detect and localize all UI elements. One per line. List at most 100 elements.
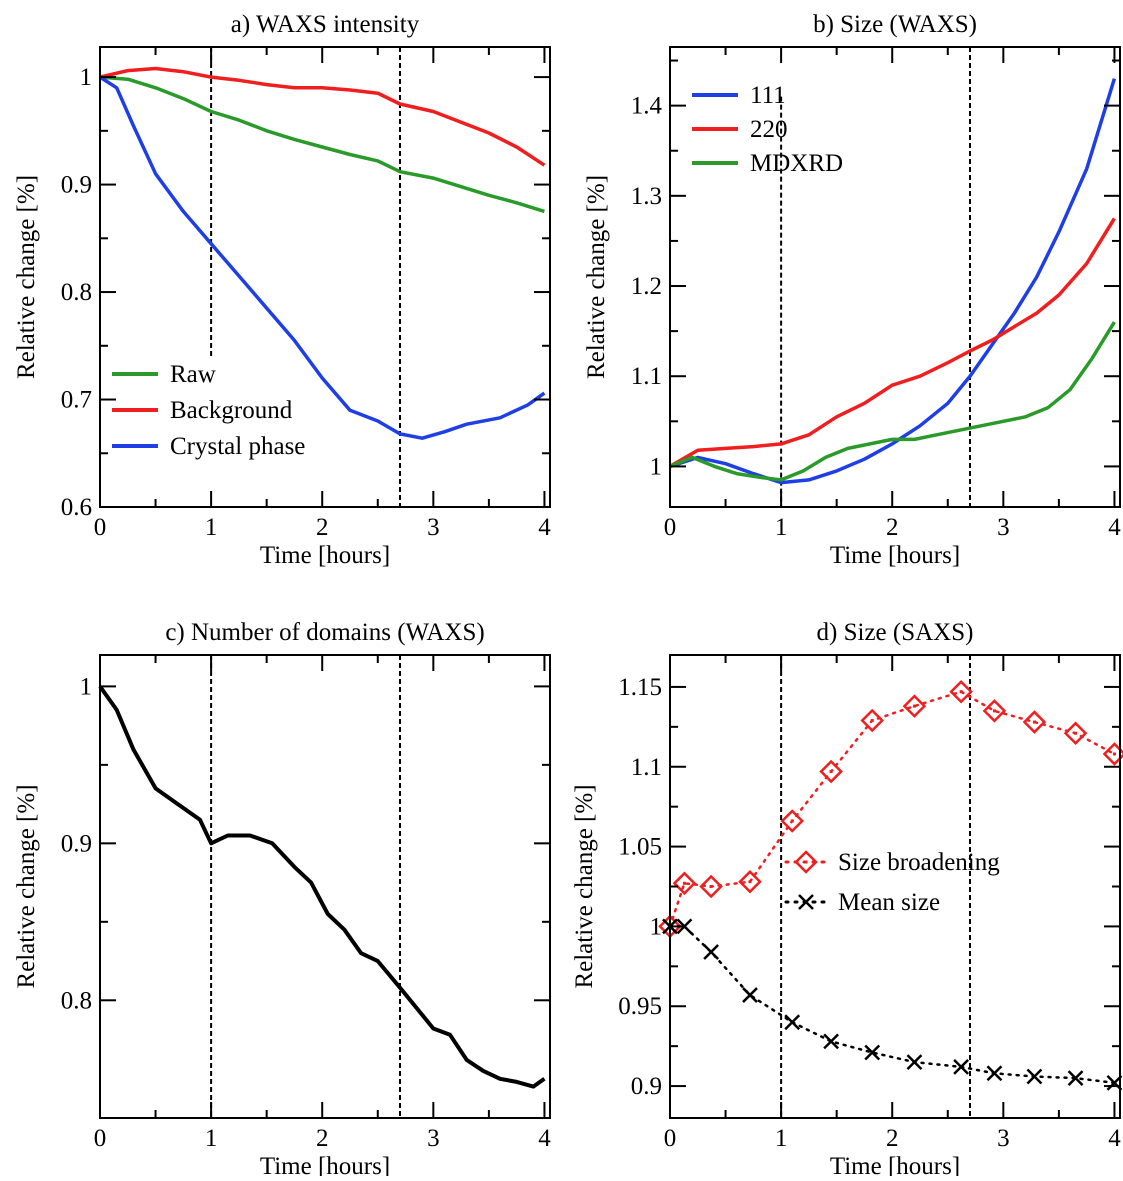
diamond-marker <box>949 679 973 704</box>
x-tick-label: 1 <box>775 514 788 541</box>
x-tick-label: 3 <box>997 1125 1010 1152</box>
series-dotted-line <box>668 925 1116 1085</box>
diamond-marker <box>699 874 723 899</box>
y-axis-label: Relative change [%] <box>583 175 610 379</box>
x-tick-label: 3 <box>427 1125 440 1152</box>
legend-label: 111 <box>750 82 786 109</box>
series-line <box>669 78 1117 485</box>
x-tick-label: 4 <box>1108 514 1121 541</box>
panel-a: a) WAXS intensity 0 1 2 3 4 0.6 0.7 0.8 0.9 1 Time … <box>13 11 551 569</box>
panel-c: c) Number of domains (WAXS) 0 1 2 3 4 0.8 0.9 1 T… <box>13 619 551 1180</box>
diamond-marker-dot <box>709 885 713 888</box>
legend-label: MDXRD <box>750 150 843 177</box>
y-tick-label: 0.8 <box>61 987 92 1014</box>
x-axis-label: Time [hours] <box>260 542 390 569</box>
cross-marker <box>864 1044 881 1061</box>
cross-marker <box>784 1014 801 1031</box>
series-line <box>669 217 1116 468</box>
y-tick-label: 1.05 <box>618 834 662 861</box>
cross-marker <box>953 1059 969 1075</box>
x-tick-label: 2 <box>316 514 329 541</box>
plot-frame <box>99 46 551 508</box>
diamond-marker-dot <box>870 718 874 722</box>
x-tick-label: 1 <box>775 1125 788 1152</box>
diamond-marker <box>780 809 804 833</box>
cross-marker <box>703 944 719 960</box>
x-tick-label: 2 <box>886 1125 899 1152</box>
x-axis-label: Time [hours] <box>830 1153 960 1176</box>
cross-marker <box>742 987 758 1003</box>
legend-label: 220 <box>750 116 788 143</box>
plot-frame <box>99 654 551 1119</box>
x-tick-label: 1 <box>205 514 218 541</box>
legend-label: Raw <box>170 361 216 388</box>
y-tick-label: 0.9 <box>631 1073 662 1100</box>
diamond-marker <box>1063 721 1088 745</box>
cross-marker <box>986 1065 1003 1082</box>
y-axis-label: Relative change [%] <box>13 175 40 379</box>
x-tick-label: 0 <box>664 1125 677 1152</box>
diamond-marker <box>1102 742 1123 766</box>
cross-marker <box>1067 1070 1084 1086</box>
x-tick-label: 2 <box>316 1125 329 1152</box>
series-line <box>98 685 546 1089</box>
x-tick-label: 2 <box>886 514 899 541</box>
panel-title: a) WAXS intensity <box>231 11 420 38</box>
series-line <box>99 75 546 440</box>
y-tick-label: 1.1 <box>631 754 662 781</box>
x-tick-label: 3 <box>427 514 440 541</box>
series-line <box>99 75 545 214</box>
x-axis-label: Time [hours] <box>260 1153 390 1176</box>
diamond-marker-dot <box>992 709 996 713</box>
y-axis-label: Relative change [%] <box>13 784 40 988</box>
x-tick-label: 0 <box>94 514 107 541</box>
plot-frame <box>669 654 1121 1119</box>
y-tick-label: 1.15 <box>618 674 662 701</box>
legend-label: Mean size <box>838 889 940 916</box>
diamond-marker-dot <box>1032 720 1036 724</box>
legend-label: Crystal phase <box>170 433 305 460</box>
diamond-marker <box>819 759 843 784</box>
legend-swatch-marker-dot <box>804 860 808 864</box>
diamond-marker <box>860 708 884 733</box>
diamond-marker <box>738 869 762 894</box>
legend-label: Size broadening <box>838 849 1000 876</box>
series-line <box>669 321 1116 482</box>
y-tick-label: 0.9 <box>61 830 92 857</box>
y-axis-label: Relative change [%] <box>571 784 598 988</box>
panel-title: d) Size (SAXS) <box>817 619 974 646</box>
panel-d: d) Size (SAXS) 0 1 2 3 4 0.9 0.95 1 1.05 1.1 1.15 Ti… <box>571 619 1123 1180</box>
x-tick-label: 1 <box>205 1125 218 1152</box>
legend: Raw Background Crystal phase <box>112 361 305 460</box>
y-tick-label: 1.2 <box>631 273 662 300</box>
y-tick-label: 1 <box>650 453 663 480</box>
diamond-marker-dot <box>959 690 963 694</box>
diamond-marker-dot <box>829 770 833 774</box>
diamond-marker <box>1022 710 1047 734</box>
y-tick-label: 0.6 <box>61 494 92 521</box>
diamond-marker <box>672 871 697 896</box>
legend: 111 220 MDXRD <box>692 82 843 177</box>
legend-label: Background <box>170 397 293 424</box>
diamond-marker-dot <box>790 819 794 823</box>
plot-frame <box>669 46 1121 508</box>
diamond-marker-dot <box>748 880 752 884</box>
series-line <box>99 66 546 167</box>
diamond-marker-dot <box>1074 731 1078 735</box>
legend: Size broadening Mean size <box>784 849 1000 916</box>
y-tick-label: 1.4 <box>631 93 663 120</box>
diamond-marker <box>982 699 1007 723</box>
y-tick-label: 0.95 <box>618 993 662 1020</box>
x-axis-label: Time [hours] <box>830 542 960 569</box>
x-tick-label: 0 <box>94 1125 107 1152</box>
panel-b: b) Size (WAXS) 0 1 2 3 4 1 1.1 1.2 1.3 1.4 Time [ho… <box>583 11 1121 569</box>
y-tick-label: 0.9 <box>61 172 92 199</box>
x-tick-label: 0 <box>664 514 677 541</box>
y-tick-label: 1 <box>80 673 93 700</box>
y-tick-label: 0.8 <box>61 279 92 306</box>
cross-marker <box>823 1033 839 1050</box>
y-tick-label: 1 <box>650 913 663 940</box>
legend-swatch-marker <box>798 894 814 910</box>
